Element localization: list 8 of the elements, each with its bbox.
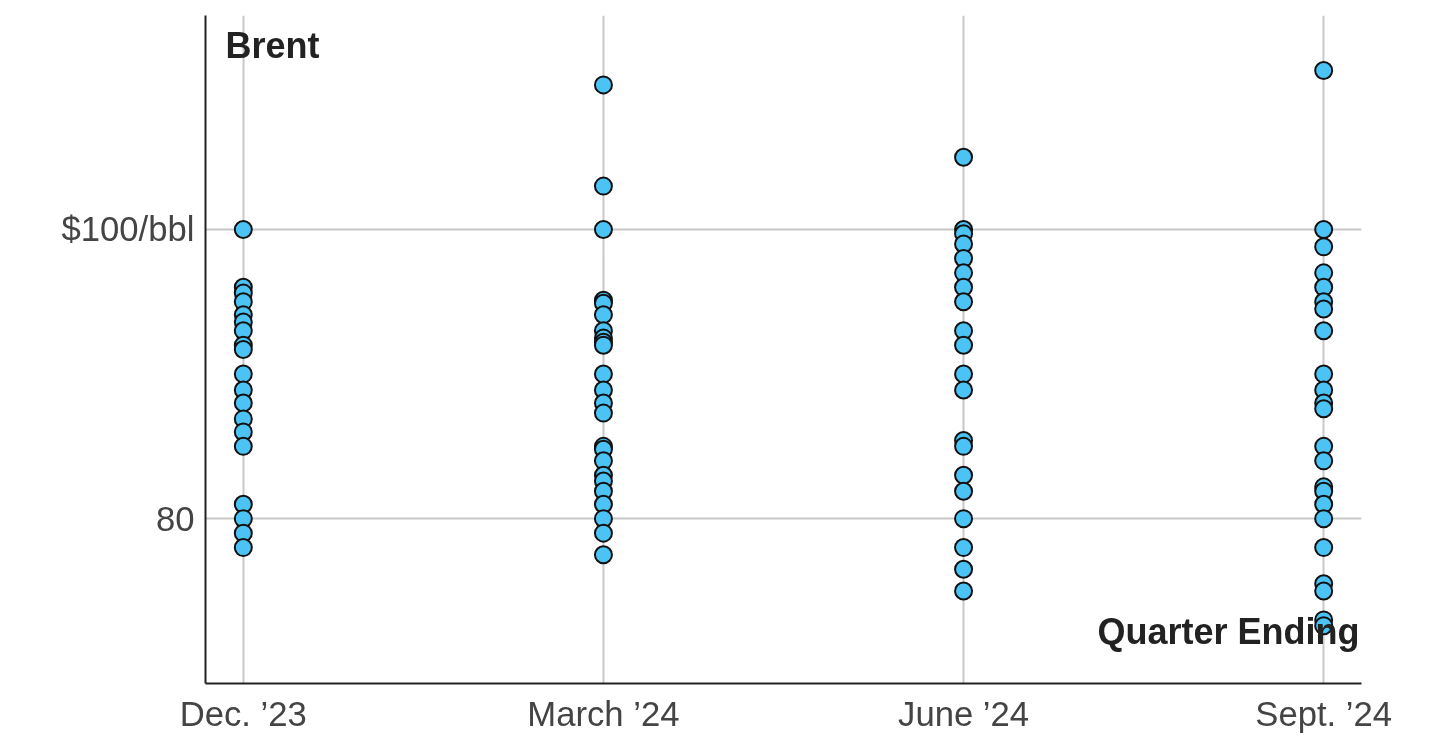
chart-title: Brent (225, 24, 320, 66)
x-tick-label: March ’24 (527, 694, 680, 733)
x-tick-label: June ’24 (898, 694, 1030, 733)
x-axis-title: Quarter Ending (1097, 610, 1360, 652)
y-tick-label: 80 (155, 499, 195, 538)
x-tick-label: Dec. ’23 (179, 694, 307, 733)
y-tick-label: $100/bbl (61, 210, 195, 249)
x-tick-label: Sept. ’24 (1255, 694, 1393, 733)
